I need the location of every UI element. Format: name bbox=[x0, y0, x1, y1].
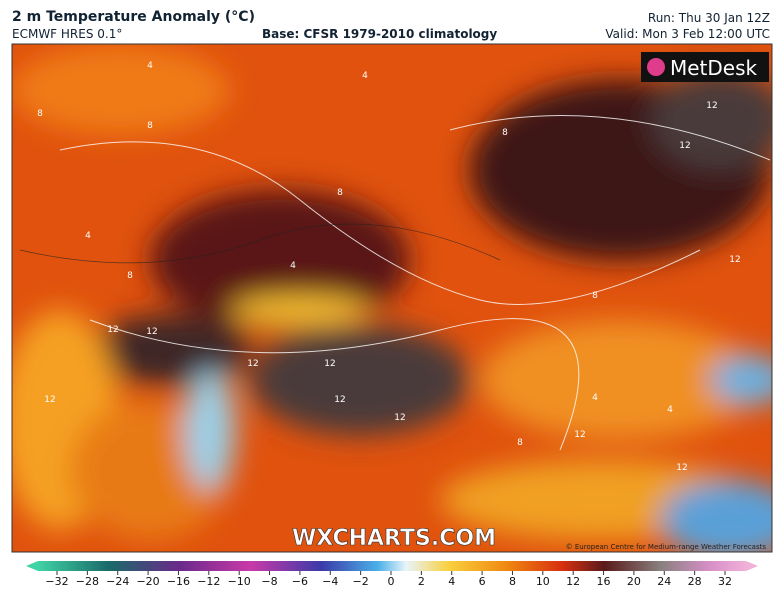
contour-label: 12 bbox=[146, 327, 157, 337]
colorbar-label: −12 bbox=[197, 575, 220, 588]
contour-label: 12 bbox=[706, 101, 717, 111]
model: ECMWF HRES 0.1° bbox=[12, 27, 123, 41]
contour-label: 4 bbox=[85, 231, 91, 241]
contour-label: 12 bbox=[44, 395, 55, 405]
contour-label: 12 bbox=[394, 413, 405, 423]
colorbar-label: −20 bbox=[136, 575, 159, 588]
contour-label: 4 bbox=[147, 61, 153, 71]
colorbar-label: −32 bbox=[45, 575, 68, 588]
colorbar-label: −24 bbox=[106, 575, 129, 588]
contour-label: 12 bbox=[574, 430, 585, 440]
contour-label: 8 bbox=[147, 121, 153, 131]
colorbar-label: 4 bbox=[448, 575, 455, 588]
colorbar-label: 2 bbox=[418, 575, 425, 588]
colorbar-label: 32 bbox=[718, 575, 732, 588]
valid: Valid: Mon 3 Feb 12:00 UTC bbox=[605, 27, 770, 41]
colorbar-label: 24 bbox=[657, 575, 671, 588]
contour-label: 8 bbox=[127, 271, 133, 281]
logo: MetDesk bbox=[670, 56, 758, 80]
base: Base: CFSR 1979-2010 climatology bbox=[262, 27, 498, 41]
colorbar-label: 10 bbox=[536, 575, 550, 588]
contour-label: 8 bbox=[517, 438, 523, 448]
contour-label: 12 bbox=[334, 395, 345, 405]
colorbar-label: 28 bbox=[688, 575, 702, 588]
colorbar-label: −2 bbox=[353, 575, 369, 588]
logo-icon bbox=[647, 58, 665, 76]
run: Run: Thu 30 Jan 12Z bbox=[647, 11, 770, 25]
contour-label: 8 bbox=[592, 291, 598, 301]
colorbar-arrow bbox=[26, 561, 38, 571]
watermark: WXCHARTS.COM bbox=[292, 526, 496, 551]
colorbar-label: −4 bbox=[322, 575, 338, 588]
contour-label: 8 bbox=[337, 188, 343, 198]
contour-label: 4 bbox=[362, 71, 368, 81]
colorbar-label: −8 bbox=[261, 575, 277, 588]
contour-label: 8 bbox=[502, 128, 508, 138]
contour-label: 12 bbox=[247, 359, 258, 369]
colorbar-label: −10 bbox=[228, 575, 251, 588]
contour-label: 4 bbox=[592, 393, 598, 403]
title: 2 m Temperature Anomaly (°C) bbox=[12, 9, 255, 25]
contour-label: 12 bbox=[107, 325, 118, 335]
colorbar-label: 20 bbox=[627, 575, 641, 588]
contour-label: 4 bbox=[290, 261, 296, 271]
colorbar-label: 6 bbox=[479, 575, 486, 588]
contour-label: 8 bbox=[37, 109, 43, 119]
contour-label: 12 bbox=[324, 359, 335, 369]
colorbar bbox=[38, 561, 746, 571]
colorbar-label: −6 bbox=[292, 575, 308, 588]
contour-label: 12 bbox=[679, 141, 690, 151]
colorbar-label: 0 bbox=[388, 575, 395, 588]
colorbar-label: 12 bbox=[566, 575, 580, 588]
contour-label: 12 bbox=[676, 463, 687, 473]
colorbar-label: −28 bbox=[76, 575, 99, 588]
colorbar-label: −16 bbox=[167, 575, 190, 588]
colorbar-label: 16 bbox=[597, 575, 611, 588]
contour-label: 4 bbox=[667, 405, 673, 415]
map-frame bbox=[11, 43, 773, 553]
colorbar-arrow bbox=[746, 561, 758, 571]
contour-label: 12 bbox=[729, 255, 740, 265]
colorbar-label: 8 bbox=[509, 575, 516, 588]
attribution: © European Centre for Medium-range Weath… bbox=[566, 543, 767, 551]
map-field bbox=[12, 44, 772, 552]
